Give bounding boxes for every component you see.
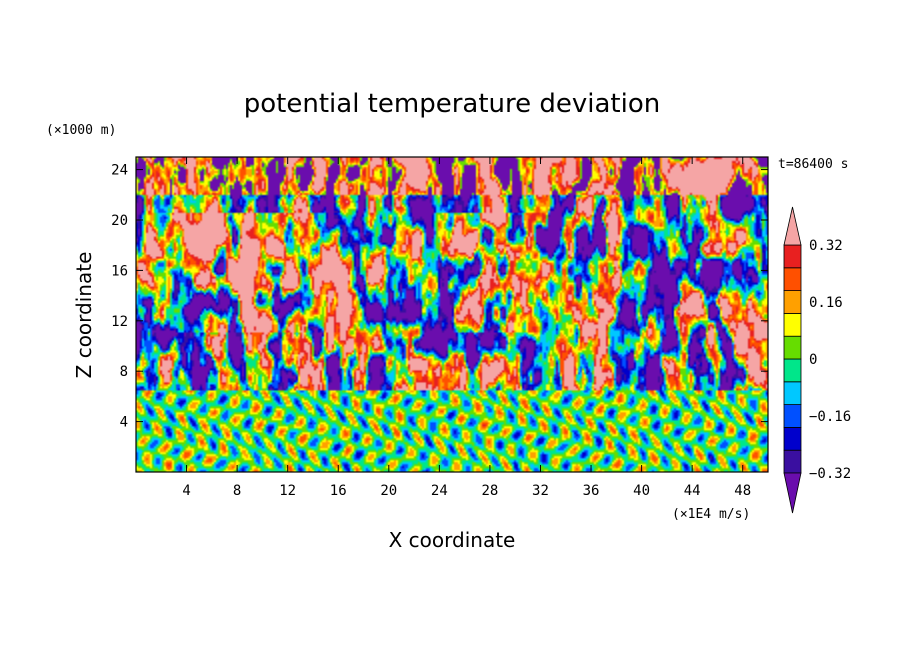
colorbar-box (783, 244, 802, 269)
colorbar-label: 0.16 (809, 295, 843, 311)
colorbar-box (783, 267, 802, 291)
y-axis-label: Z coordinate (72, 252, 96, 379)
colorbar-label: 0 (809, 352, 817, 368)
plot-area (136, 157, 768, 472)
x-tick-label: 44 (684, 483, 701, 499)
x-axis-label: X coordinate (389, 528, 516, 552)
colorbar-box (783, 426, 802, 451)
colorbar-box (783, 449, 802, 474)
colorbar-box (783, 312, 802, 337)
colorbar-box (783, 404, 802, 428)
x-tick-label: 4 (182, 483, 190, 499)
x-tick-label: 16 (330, 483, 347, 499)
colorbar-box (783, 358, 802, 383)
x-tick-label: 32 (532, 483, 549, 499)
colorbar-box (783, 290, 802, 314)
plot-frame (135, 156, 769, 473)
y-tick-label: 12 (111, 314, 128, 330)
x-unit-label: (×1E4 m/s) (672, 507, 750, 522)
colorbar-label: 0.32 (809, 238, 843, 254)
x-tick-label: 36 (583, 483, 600, 499)
colorbar-box (783, 381, 802, 405)
colorbar-label: −0.32 (809, 466, 851, 482)
y-tick-label: 24 (111, 163, 128, 179)
time-label: t=86400 s (778, 157, 848, 172)
x-tick-label: 48 (734, 483, 751, 499)
colorbar-extend-high (783, 206, 802, 246)
colorbar-box (783, 335, 802, 360)
y-tick-label: 16 (111, 263, 128, 279)
y-tick-label: 20 (111, 213, 128, 229)
x-tick-label: 24 (431, 483, 448, 499)
colorbar-label: −0.16 (809, 409, 851, 425)
x-tick-label: 20 (380, 483, 397, 499)
x-tick-label: 40 (633, 483, 650, 499)
chart-title: potential temperature deviation (244, 89, 660, 119)
colorbar-extend-low (783, 472, 802, 514)
x-tick-label: 12 (279, 483, 296, 499)
x-tick-label: 8 (233, 483, 241, 499)
colorbar: 0.32 0.16 0 −0.16 −0.32 (783, 206, 851, 514)
y-unit-label: (×1000 m) (46, 123, 116, 138)
y-tick-label: 4 (120, 415, 128, 431)
x-tick-label: 28 (481, 483, 498, 499)
y-tick-label: 8 (120, 364, 128, 380)
heatmap-field (136, 157, 768, 472)
